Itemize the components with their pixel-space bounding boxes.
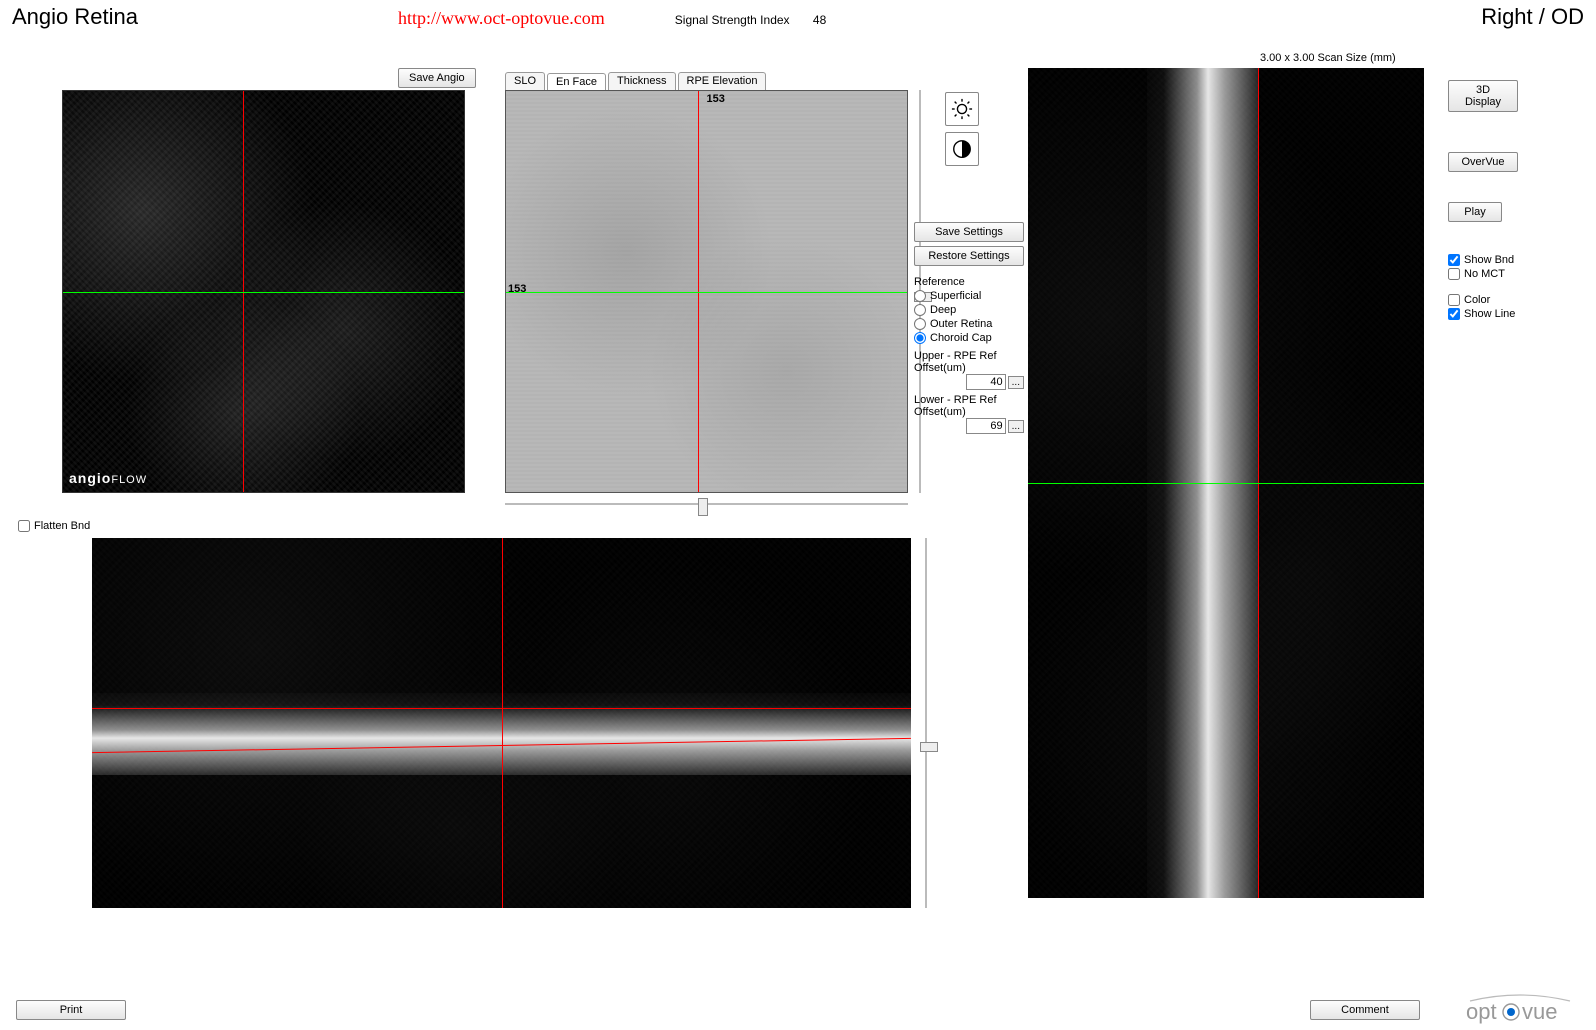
upper-offset-picker[interactable]: ... [1008,376,1024,389]
watermark-a: angio [69,470,111,486]
angio-panel[interactable]: angioFLOW [62,90,465,493]
tab-thickness[interactable]: Thickness [608,72,676,90]
tab-slo[interactable]: SLO [505,72,545,90]
adjust-icons [945,92,979,172]
bscan-v-crosshair-h[interactable] [1028,483,1424,484]
check-show-line[interactable]: Show Line [1448,308,1528,320]
comment-button[interactable]: Comment [1310,1000,1420,1020]
upper-offset-input[interactable] [966,374,1006,390]
radio-choroid-cap[interactable]: Choroid Cap [914,332,1024,344]
bscan-h-crosshair-v[interactable] [502,538,503,908]
brightness-icon[interactable] [945,92,979,126]
reference-group-label: Reference [914,276,1024,288]
ssi-label: Signal Strength Index [675,13,790,27]
enface-slider-h[interactable] [505,496,908,512]
eye-label: Right / OD [1481,4,1584,30]
right-side-panel: 3D Display OverVue Play Show Bnd No MCT … [1448,80,1528,322]
enface-slider-h-thumb[interactable] [698,498,708,516]
upper-offset-label: Upper - RPE Ref Offset(um) [914,350,1024,374]
enface-tabs: SLO En Face Thickness RPE Elevation [505,72,766,90]
svg-text:vue: vue [1522,999,1557,1024]
watermark-b: FLOW [111,474,147,486]
ssi-value: 48 [813,13,826,27]
3d-display-button[interactable]: 3D Display [1448,80,1518,112]
angioflow-watermark: angioFLOW [69,470,147,486]
restore-settings-button[interactable]: Restore Settings [914,246,1024,266]
bscan-horizontal[interactable] [92,538,911,908]
logo-svg: opt vue [1460,993,1580,1027]
check-color[interactable]: Color [1448,294,1528,306]
play-button[interactable]: Play [1448,202,1502,222]
save-settings-button[interactable]: Save Settings [914,222,1024,242]
tab-rpe-elevation[interactable]: RPE Elevation [678,72,767,90]
radio-superficial[interactable]: Superficial [914,290,1024,302]
footer-bar: Print Comment opt vue [0,990,1596,1030]
radio-deep[interactable]: Deep [914,304,1024,316]
tab-en-face[interactable]: En Face [547,73,606,91]
ssi-block: Signal Strength Index 48 [675,13,826,27]
angio-crosshair-h[interactable] [63,292,464,293]
svg-text:opt: opt [1466,999,1497,1024]
bscan-h-slider[interactable] [918,538,934,908]
source-url: http://www.oct-optovue.com [398,8,605,29]
save-angio-button[interactable]: Save Angio [398,68,476,88]
lower-offset-picker[interactable]: ... [1008,420,1024,433]
bscan-h-boundary-1[interactable] [92,708,911,709]
optovue-logo: opt vue [1460,993,1580,1027]
check-show-bnd[interactable]: Show Bnd [1448,254,1528,266]
lower-offset-label: Lower - RPE Ref Offset(um) [914,394,1024,418]
app-title: Angio Retina [12,4,138,30]
enface-value-top: 153 [707,93,725,105]
lower-offset-input[interactable] [966,418,1006,434]
main-area: Save Angio angioFLOW SLO En Face Thickne… [0,40,1596,980]
enface-crosshair-h[interactable] [506,292,907,293]
bscan-vertical[interactable] [1028,68,1424,898]
bscan-h-slider-thumb[interactable] [920,742,938,752]
header-bar: Angio Retina http://www.oct-optovue.com … [0,0,1596,40]
overvue-button[interactable]: OverVue [1448,152,1518,172]
radio-outer-retina[interactable]: Outer Retina [914,318,1024,330]
contrast-icon[interactable] [945,132,979,166]
enface-value-left: 153 [508,283,526,295]
check-no-mct[interactable]: No MCT [1448,268,1528,280]
check-flatten-bnd[interactable]: Flatten Bnd [18,520,90,532]
settings-panel: Save Settings Restore Settings Reference… [914,222,1024,434]
print-button[interactable]: Print [16,1000,126,1020]
enface-panel[interactable]: 153 153 [505,90,908,493]
scan-size-label: 3.00 x 3.00 Scan Size (mm) [1260,52,1396,64]
